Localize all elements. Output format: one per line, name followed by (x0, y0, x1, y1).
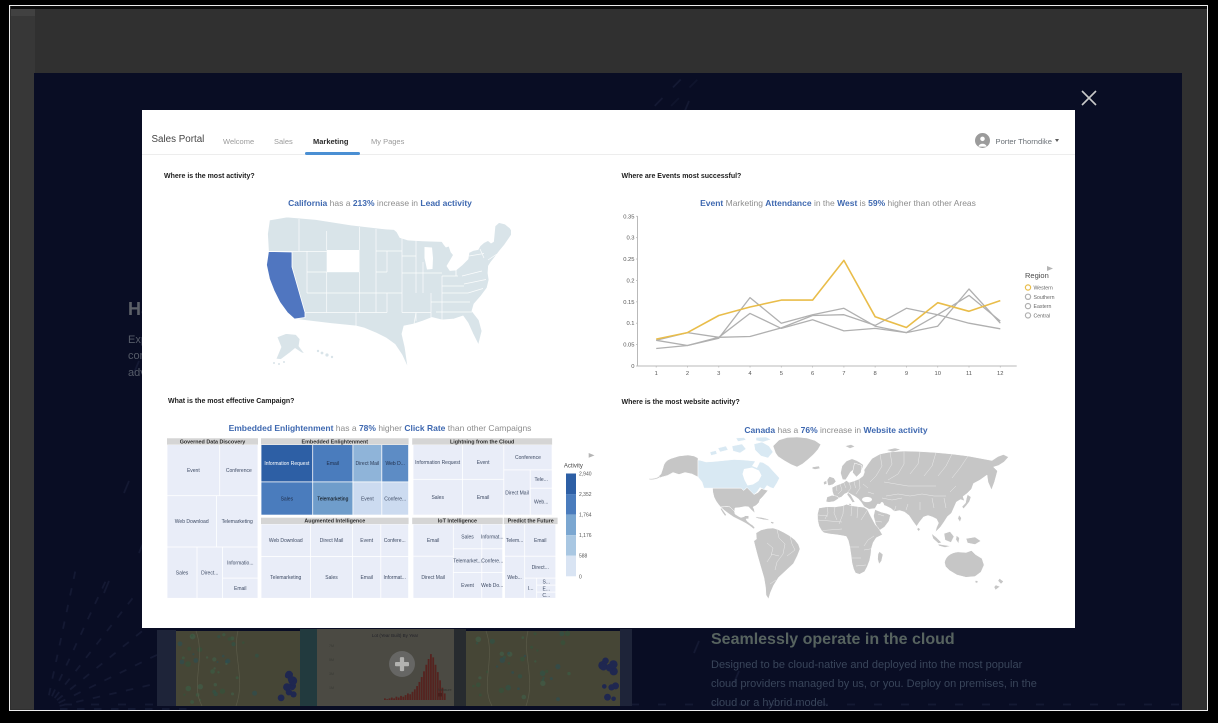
svg-text:Direct...: Direct... (532, 565, 549, 571)
svg-text:Web...: Web... (534, 499, 548, 505)
svg-text:Web Do...: Web Do... (481, 583, 503, 589)
svg-text:Direct Mail: Direct Mail (421, 575, 445, 581)
svg-text:Direct Mail: Direct Mail (356, 461, 380, 467)
svg-text:7M: 7M (329, 644, 334, 648)
svg-text:Direct...: Direct... (201, 570, 218, 576)
svg-text:Web Download: Web Download (269, 538, 303, 544)
svg-text:Telemarketing: Telemarketing (317, 496, 348, 502)
svg-text:12: 12 (997, 371, 1003, 377)
svg-text:Confere...: Confere... (384, 496, 406, 502)
svg-text:Lightning from the Cloud: Lightning from the Cloud (450, 439, 514, 445)
svg-text:Event: Event (187, 468, 200, 474)
svg-text:1,176: 1,176 (579, 533, 592, 539)
svg-text:0.05: 0.05 (623, 343, 634, 349)
svg-text:Direct Mail: Direct Mail (505, 490, 529, 496)
svg-text:Email: Email (360, 575, 373, 581)
svg-text:11: 11 (966, 371, 972, 377)
svg-text:Confere...: Confere... (384, 538, 406, 544)
svg-text:Embedded Enlightenment: Embedded Enlightenment (302, 439, 369, 445)
svg-text:Predict the Future: Predict the Future (508, 519, 554, 525)
svg-text:Informat...: Informat... (481, 534, 504, 540)
svg-text:Activity: Activity (564, 464, 583, 470)
svg-text:Region: Region (1025, 271, 1049, 280)
svg-text:3: 3 (717, 371, 720, 377)
svg-text:Web Download: Web Download (175, 519, 209, 525)
svg-text:Web D...: Web D... (386, 461, 405, 467)
svg-text:0.25: 0.25 (623, 257, 634, 263)
svg-text:0: 0 (579, 574, 582, 580)
svg-text:10: 10 (934, 371, 940, 377)
svg-text:Eastern: Eastern (1034, 304, 1052, 310)
svg-text:5M: 5M (329, 658, 334, 662)
svg-text:Confere...: Confere... (481, 558, 503, 564)
svg-text:Informat...: Informat... (383, 575, 406, 581)
svg-text:6: 6 (811, 371, 814, 377)
svg-text:0: 0 (631, 364, 634, 370)
svg-text:C...: C... (542, 593, 550, 599)
svg-text:Sales: Sales (431, 495, 444, 501)
svg-text:8: 8 (874, 371, 877, 377)
svg-text:1M: 1M (329, 686, 334, 690)
svg-text:S...: S... (542, 579, 550, 585)
svg-text:7: 7 (842, 371, 845, 377)
svg-text:Sales: Sales (176, 570, 189, 576)
svg-text:Tele...: Tele... (535, 477, 548, 483)
svg-text:Information Request: Information Request (415, 460, 461, 466)
svg-text:Email: Email (327, 461, 340, 467)
svg-text:Augmented Intelligence: Augmented Intelligence (304, 519, 365, 525)
svg-text:Event: Event (477, 460, 490, 466)
svg-text:Informatio...: Informatio... (227, 560, 253, 566)
svg-text:Measure: Measure (438, 688, 452, 692)
svg-text:0.2: 0.2 (626, 278, 634, 284)
svg-text:0.15: 0.15 (623, 300, 634, 306)
svg-text:Email: Email (477, 495, 490, 501)
svg-text:Event: Event (461, 583, 474, 589)
svg-text:Conference: Conference (515, 455, 541, 461)
svg-text:Sales: Sales (281, 496, 294, 502)
svg-text:Conference: Conference (226, 468, 252, 474)
svg-text:1,764: 1,764 (579, 513, 592, 519)
svg-text:0.3: 0.3 (626, 236, 634, 242)
svg-text:Telemarketing: Telemarketing (270, 575, 301, 581)
svg-text:3M: 3M (329, 672, 334, 676)
svg-text:2,940: 2,940 (579, 472, 592, 478)
svg-text:Information Request: Information Request (264, 461, 310, 467)
svg-text:I...: I... (528, 586, 534, 592)
svg-text:Southern: Southern (1034, 295, 1055, 301)
svg-text:Telemarketing: Telemarketing (222, 519, 253, 525)
svg-text:Direct Mail: Direct Mail (320, 538, 344, 544)
svg-text:1: 1 (655, 371, 658, 377)
svg-text:4: 4 (748, 371, 752, 377)
svg-text:0.35: 0.35 (623, 214, 634, 220)
svg-text:IoT Intelligence: IoT Intelligence (438, 519, 477, 525)
svg-text:Email: Email (234, 586, 247, 592)
svg-text:5: 5 (780, 371, 783, 377)
svg-text:Web...: Web... (507, 575, 521, 581)
svg-text:Sales: Sales (325, 575, 338, 581)
svg-text:Telem...: Telem... (506, 538, 524, 544)
svg-text:Sales: Sales (461, 534, 474, 540)
svg-text:Lot (Year Built) By Year: Lot (Year Built) By Year (372, 633, 419, 638)
svg-text:E...: E... (542, 586, 550, 592)
svg-text:Event: Event (360, 538, 373, 544)
svg-text:2: 2 (686, 371, 689, 377)
svg-text:Email: Email (427, 538, 440, 544)
svg-text:9: 9 (905, 371, 908, 377)
svg-text:Western: Western (1034, 286, 1053, 292)
svg-text:Email: Email (534, 538, 547, 544)
svg-text:Event: Event (361, 496, 374, 502)
svg-text:2,352: 2,352 (579, 492, 592, 498)
svg-text:Governed Data Discovery: Governed Data Discovery (180, 439, 246, 445)
svg-text:Telemarket...: Telemarket... (453, 558, 482, 564)
svg-text:Central: Central (1034, 313, 1051, 319)
svg-text:0.1: 0.1 (626, 321, 634, 327)
svg-text:588: 588 (579, 554, 588, 560)
